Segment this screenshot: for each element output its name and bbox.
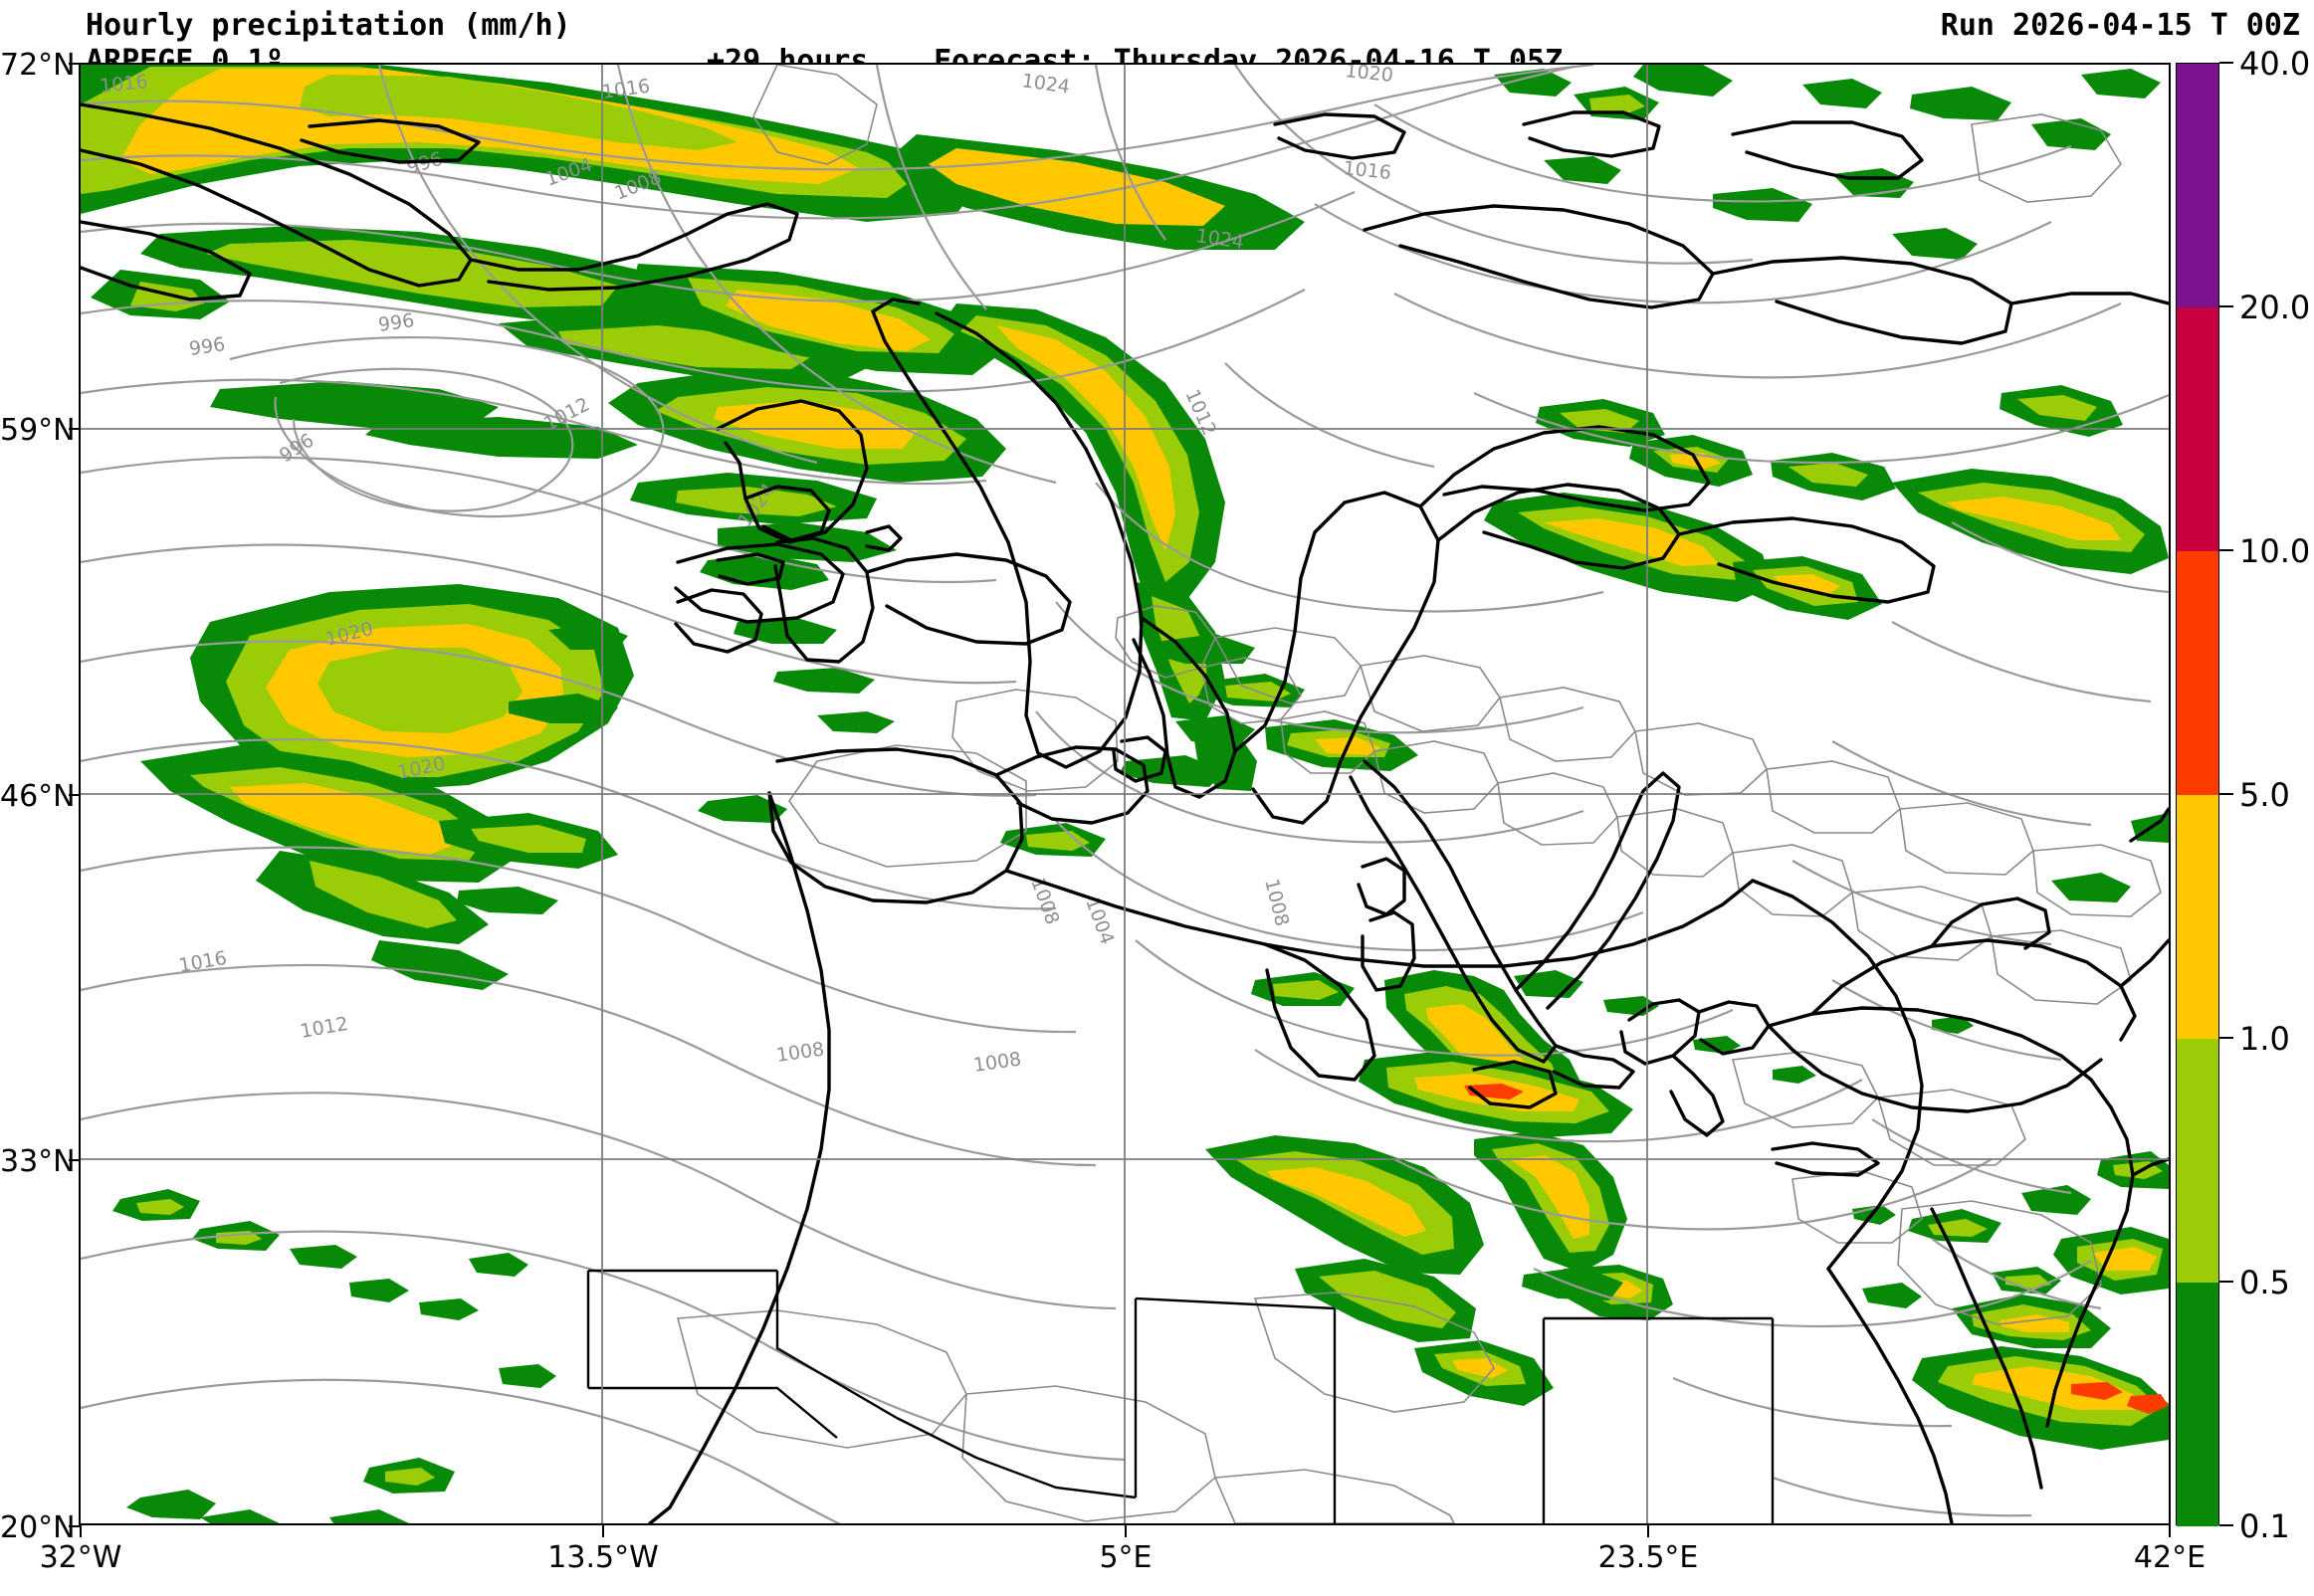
colorbar-label-40: 40.0: [2239, 45, 2311, 83]
precip-region-iberia: [698, 795, 1106, 857]
precip-region-arabia: [1852, 1151, 2169, 1450]
x-label-42e: 42°E: [2133, 1540, 2207, 1575]
precip-region-morocco: [469, 1253, 556, 1388]
colorbar-tick-05: [2219, 1281, 2233, 1283]
y-label-46n: 46°N: [0, 779, 76, 814]
x-label-32w: 32°W: [39, 1540, 122, 1575]
precip-region-mid-ocean-bands: [210, 264, 1006, 459]
x-tick-135w: [602, 1525, 604, 1537]
y-label-72n: 72°N: [0, 48, 76, 83]
svg-text:996: 996: [377, 309, 416, 336]
svg-text:1016: 1016: [177, 947, 228, 977]
y-tick-33n: [69, 1159, 81, 1161]
x-tick-42e: [2169, 1525, 2171, 1537]
colorbar-segment-extreme: [2177, 64, 2218, 307]
colorbar-tick-40: [2219, 62, 2233, 64]
y-label-33n: 33°N: [0, 1144, 76, 1179]
svg-text:1008: 1008: [972, 1048, 1023, 1077]
x-label-235e: 23.5°E: [1597, 1540, 1699, 1575]
colorbar-label-05: 0.5: [2239, 1264, 2290, 1301]
colorbar-label-20: 20.0: [2239, 289, 2311, 326]
colorbar-tick-01: [2219, 1524, 2233, 1526]
x-tick-32w: [80, 1525, 82, 1537]
colorbar-label-01: 0.1: [2239, 1507, 2290, 1545]
svg-text:1016: 1016: [99, 71, 148, 98]
country-borders: [676, 65, 2162, 1523]
svg-text:1008: 1008: [775, 1038, 826, 1067]
svg-text:1024: 1024: [1020, 70, 1071, 99]
isobar-contours: [81, 65, 2169, 1523]
svg-text:1008: 1008: [1260, 877, 1293, 928]
precip-region-aegean: [1603, 996, 1974, 1084]
colorbar-label-10: 10.0: [2239, 532, 2311, 570]
y-tick-46n: [69, 794, 81, 796]
colorbar-segment-moderate-light: [2177, 1039, 2218, 1283]
x-tick-235e: [1647, 1525, 1649, 1537]
colorbar-tick-10: [2219, 549, 2233, 551]
map-svg: 1016 1016 1024 1020 996 1004 1008 996 99…: [81, 65, 2169, 1523]
precip-region-mid-atlantic-low: [140, 584, 634, 990]
y-label-59n: 59°N: [0, 413, 76, 448]
y-tick-20n: [69, 1525, 81, 1527]
colorbar-tick-20: [2219, 305, 2233, 307]
colorbar-segment-very-heavy: [2177, 307, 2218, 551]
x-label-135w: 13.5°W: [547, 1540, 659, 1575]
y-tick-59n: [69, 428, 81, 430]
y-label-20n: 20°N: [0, 1510, 76, 1545]
precip-region-northern-russia: [1494, 69, 2161, 150]
precip-region-ukraine-black-sea: [1771, 385, 2169, 574]
precip-region-canaries: [112, 1189, 479, 1523]
africa-borders: [586, 1269, 1775, 1523]
svg-text:1016: 1016: [1342, 157, 1391, 184]
precip-region-scotland-north-sea: [608, 369, 1006, 562]
run-label: Run 2026-04-15 T 00Z: [1940, 8, 2300, 43]
page-title: Hourly precipitation (mm/h): [86, 8, 571, 43]
colorbar-label-1: 1.0: [2239, 1020, 2290, 1058]
map-plot-area: 1016 1016 1024 1020 996 1004 1008 996 99…: [79, 63, 2171, 1525]
x-tick-5e: [1125, 1525, 1127, 1537]
svg-text:1012: 1012: [299, 1013, 349, 1043]
colorbar: [2176, 63, 2219, 1526]
svg-text:1020: 1020: [1344, 65, 1393, 87]
svg-text:996: 996: [188, 333, 227, 360]
coastlines: [81, 102, 2169, 1523]
colorbar-label-5: 5.0: [2239, 776, 2290, 814]
y-tick-72n: [69, 63, 81, 65]
precip-region-ireland-biscay: [700, 554, 895, 733]
colorbar-segment-heavy: [2177, 551, 2218, 795]
colorbar-tick-1: [2219, 1037, 2233, 1039]
graticule: [81, 65, 2169, 1523]
colorbar-tick-5: [2219, 793, 2233, 795]
x-label-5e: 5°E: [1099, 1540, 1153, 1575]
colorbar-segment-moderate: [2177, 795, 2218, 1039]
colorbar-segment-light: [2177, 1283, 2218, 1526]
